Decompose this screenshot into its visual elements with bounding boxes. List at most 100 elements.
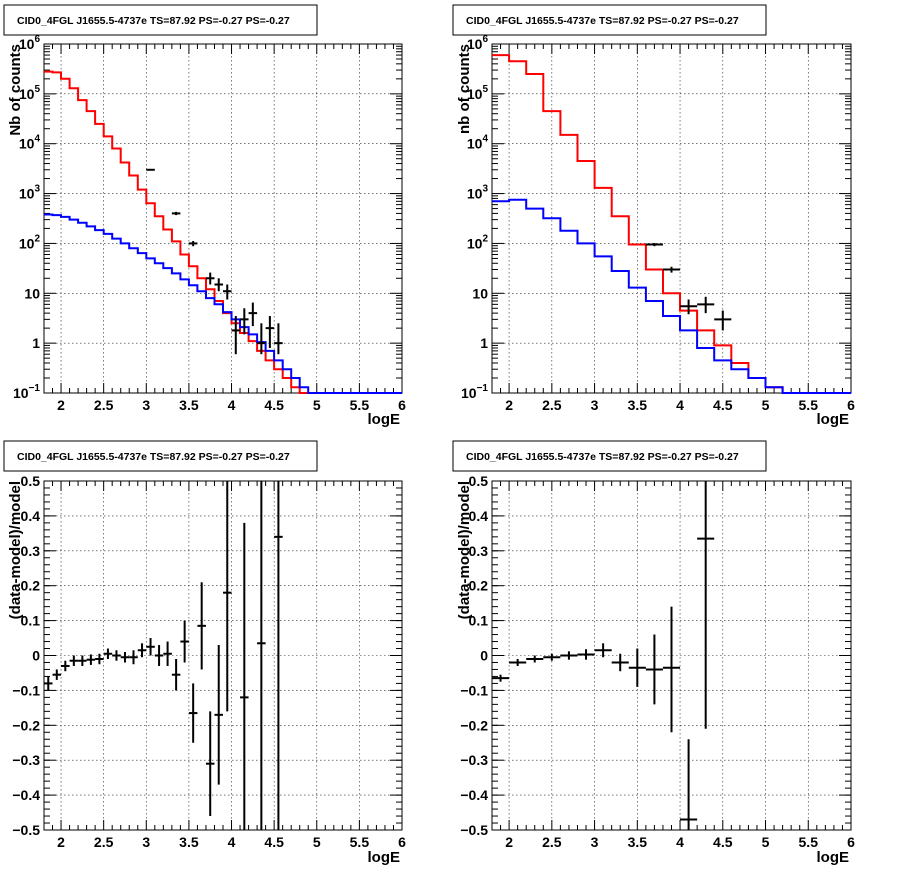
y-tick-base: 10 (19, 36, 35, 52)
panel-top-right: CID0_4FGL J1655.5-4737e TS=87.92 PS=-0.2… (452, 4, 855, 428)
data-point (248, 302, 258, 327)
y-tick-label: 106 (467, 34, 489, 52)
data-point (61, 660, 70, 672)
data-point (154, 645, 164, 666)
data-point (697, 296, 715, 314)
y-tick-label: 105 (467, 84, 489, 102)
y-tick-label: 0.3 (21, 543, 41, 559)
y-tick-label: 0.2 (469, 578, 489, 594)
data-point (645, 242, 663, 247)
y-tick-label: −0.5 (460, 822, 488, 838)
y-tick-label: 0.1 (469, 613, 489, 629)
data-point (560, 651, 578, 660)
x-tick-label: 5 (762, 397, 770, 413)
y-tick-exponent: 4 (482, 134, 488, 145)
y-tick-label: 0.4 (21, 508, 41, 524)
y-axis-label: (data-model)/model (456, 481, 473, 619)
x-tick-label: 3.5 (628, 397, 648, 413)
y-tick-base: 1 (480, 335, 488, 351)
y-tick-label: 1 (32, 335, 40, 351)
x-tick-label: 2 (57, 834, 65, 850)
y-tick-label: −0.5 (12, 822, 40, 838)
x-tick-label: 5.5 (350, 397, 370, 413)
y-tick-exponent: 5 (482, 84, 488, 95)
data-point (120, 652, 130, 663)
data-points (492, 481, 715, 830)
y-tick-label: 106 (19, 34, 41, 52)
data-point (163, 641, 172, 666)
x-axis-label: logE (817, 411, 850, 428)
title-box (452, 440, 767, 472)
y-tick-label: 103 (19, 184, 41, 202)
y-tick-base: 10 (467, 186, 483, 202)
y-tick-base: 10 (19, 86, 35, 102)
y-tick-label: 0.4 (469, 508, 489, 524)
y-tick-label: 0.2 (21, 578, 41, 594)
y-tick-base: 10 (24, 285, 40, 301)
data-point (223, 481, 232, 712)
title-box (3, 4, 318, 36)
plot-title: CID0_4FGL J1655.5-4737e TS=87.92 PS=-0.2… (17, 451, 290, 463)
y-tick-exponent: 2 (34, 233, 40, 244)
y-tick-exponent: 2 (482, 233, 488, 244)
grid (44, 481, 402, 830)
y-tick-base: 10 (467, 136, 483, 152)
data-point (188, 240, 198, 247)
data-point (697, 481, 715, 729)
data-point (205, 272, 215, 285)
panel-top-left: CID0_4FGL J1655.5-4737e TS=87.92 PS=-0.2… (3, 4, 406, 428)
y-axis-label: Nb of counts (7, 44, 24, 136)
y-axis-label: nb of counts (456, 44, 473, 134)
y-tick-base: 10 (13, 385, 29, 401)
data-point (594, 643, 612, 658)
data-point (274, 323, 283, 355)
data-point (492, 674, 510, 682)
data-point (257, 481, 266, 830)
data-points (645, 242, 732, 331)
data-point (680, 299, 698, 315)
data-point (197, 582, 206, 670)
data-point (714, 310, 732, 331)
x-tick-label: 2.5 (94, 834, 114, 850)
data-point (129, 650, 138, 665)
y-tick-base: 10 (472, 285, 488, 301)
x-tick-label: 4.5 (264, 834, 284, 850)
data-point (645, 634, 663, 705)
data-point (611, 653, 629, 672)
y-tick-exponent: 5 (34, 84, 40, 95)
x-tick-label: 5 (762, 834, 770, 850)
x-tick-label: 2 (505, 834, 513, 850)
y-tick-exponent: 3 (482, 184, 488, 195)
x-tick-label: 3.5 (179, 834, 199, 850)
y-tick-exponent: −1 (477, 383, 489, 394)
x-tick-label: 4 (228, 397, 236, 413)
data-point (188, 683, 198, 743)
y-tick-base: 10 (19, 136, 35, 152)
panel-bottom-left: CID0_4FGL J1655.5-4737e TS=87.92 PS=-0.2… (3, 440, 406, 866)
x-tick-label: 4.5 (713, 397, 733, 413)
y-tick-label: 0.5 (469, 473, 489, 489)
data-point (78, 655, 87, 666)
y-tick-label: −0.1 (12, 682, 40, 698)
model-histograms (44, 70, 402, 394)
data-point (240, 308, 249, 335)
x-tick-label: 3 (142, 834, 150, 850)
data-point (137, 643, 147, 658)
y-tick-exponent: 6 (34, 34, 40, 45)
data-point (214, 278, 223, 292)
x-tick-label: 5.5 (350, 834, 370, 850)
y-tick-label: 104 (467, 134, 489, 152)
y-tick-label: 0 (32, 648, 40, 664)
data-point (680, 739, 698, 830)
data-point (52, 669, 62, 680)
plot-title: CID0_4FGL J1655.5-4737e TS=87.92 PS=-0.2… (466, 451, 739, 463)
data-point (103, 648, 113, 659)
y-tick-label: 10−1 (13, 383, 40, 401)
x-tick-label: 2.5 (94, 397, 114, 413)
data-point (265, 316, 275, 348)
data-point (95, 653, 104, 665)
x-tick-label: 2.5 (542, 397, 562, 413)
data-points (44, 481, 283, 830)
data-point (509, 658, 527, 666)
